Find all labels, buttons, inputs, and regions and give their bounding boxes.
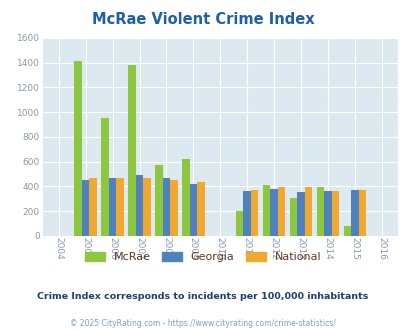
Bar <box>143 179 150 236</box>
Text: © 2025 CityRating.com - https://www.cityrating.com/crime-statistics/: © 2025 CityRating.com - https://www.city… <box>70 319 335 328</box>
Bar <box>101 118 109 236</box>
Bar <box>170 180 177 236</box>
Text: Crime Index corresponds to incidents per 100,000 inhabitants: Crime Index corresponds to incidents per… <box>37 292 368 301</box>
Legend: McRae, Georgia, National: McRae, Georgia, National <box>80 248 325 267</box>
Bar <box>109 178 116 236</box>
Bar <box>74 61 82 236</box>
Bar <box>189 184 196 236</box>
Bar <box>155 165 162 236</box>
Bar <box>323 191 331 236</box>
Bar <box>289 198 296 236</box>
Text: McRae Violent Crime Index: McRae Violent Crime Index <box>92 12 313 26</box>
Bar <box>243 191 250 236</box>
Bar <box>296 192 304 236</box>
Bar <box>135 175 143 236</box>
Bar <box>316 187 323 236</box>
Bar <box>343 226 350 236</box>
Bar <box>116 178 124 236</box>
Bar <box>235 211 243 236</box>
Bar <box>128 65 135 236</box>
Bar <box>250 189 258 236</box>
Bar <box>331 191 338 236</box>
Bar <box>358 190 365 236</box>
Bar <box>277 187 285 236</box>
Bar <box>196 182 204 236</box>
Bar <box>262 185 270 236</box>
Bar <box>162 178 170 236</box>
Bar <box>270 189 277 236</box>
Bar <box>82 180 89 236</box>
Bar <box>181 159 189 236</box>
Bar <box>89 178 97 236</box>
Bar <box>350 189 358 236</box>
Bar <box>304 187 311 236</box>
